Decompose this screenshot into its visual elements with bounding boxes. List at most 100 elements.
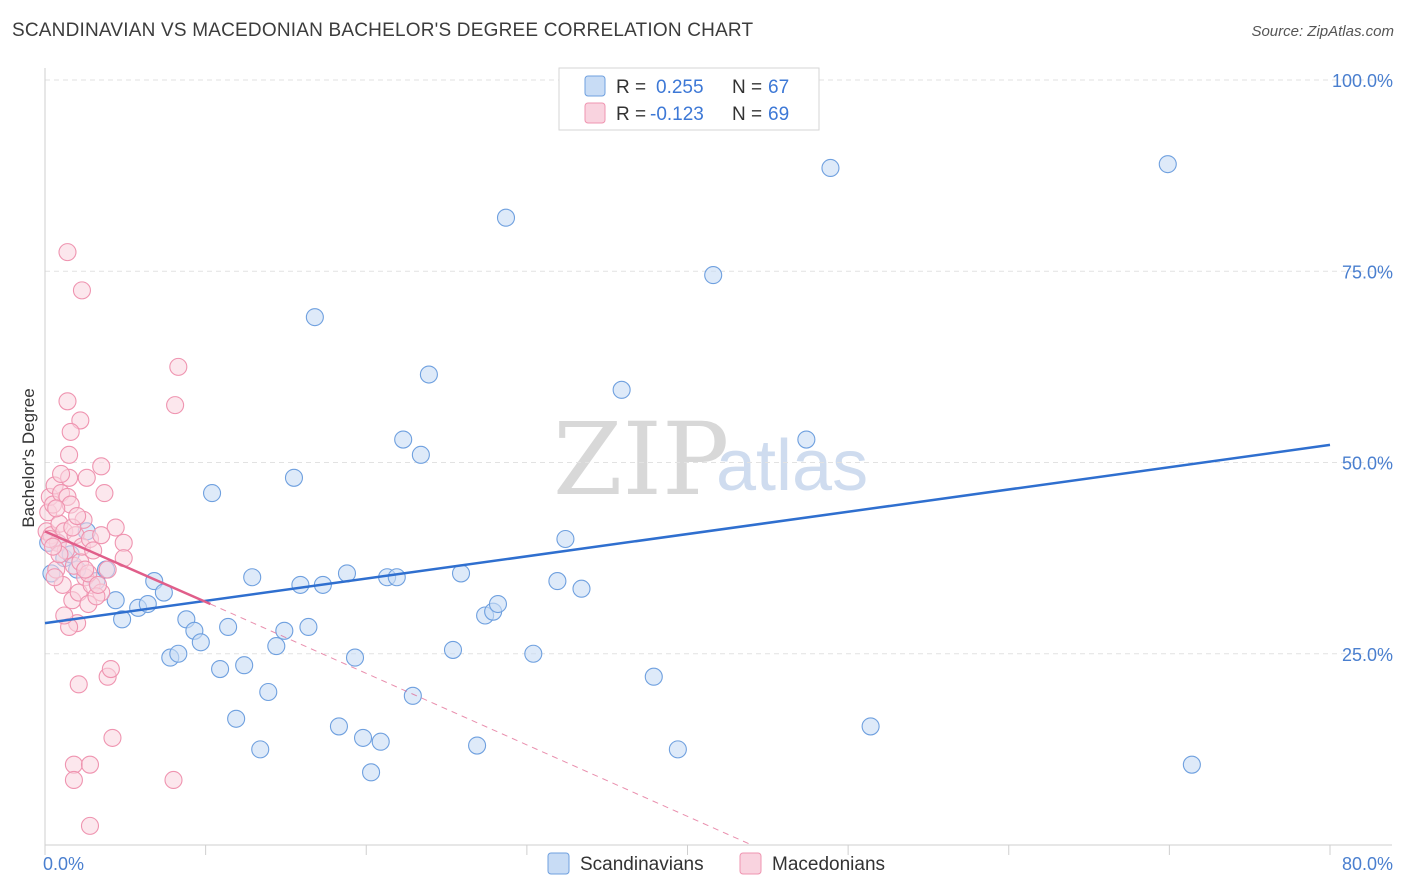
scandinavian-point bbox=[284, 468, 304, 487]
macedonian-point bbox=[61, 422, 80, 441]
scandinavian-point bbox=[468, 736, 487, 755]
watermark-zip: ZIP bbox=[553, 401, 729, 518]
scandinavian-point bbox=[227, 709, 246, 728]
macedonian-point bbox=[95, 484, 114, 503]
scandinavian-point bbox=[612, 380, 631, 399]
scandinavian-point bbox=[219, 617, 238, 637]
y-tick-label: 75.0% bbox=[1342, 262, 1393, 282]
macedonian-point bbox=[76, 560, 95, 579]
chart-source: Source: ZipAtlas.com bbox=[1251, 23, 1394, 40]
trend-lines bbox=[44, 443, 1331, 846]
series-legend-swatch-macedonians bbox=[739, 852, 762, 875]
scandinavian-point bbox=[345, 648, 365, 667]
macedonian-point bbox=[77, 468, 96, 487]
legend-r-value-scandinavians: 0.255 bbox=[656, 77, 704, 98]
scandinavian-point bbox=[235, 656, 254, 675]
macedonian-point bbox=[92, 526, 111, 545]
x-tick-label: 80.0% bbox=[1342, 854, 1393, 874]
trend-line-scandinavians bbox=[44, 443, 1331, 625]
legend-n-label: N = bbox=[732, 77, 762, 98]
legend-r-value-macedonians: -0.123 bbox=[650, 104, 704, 125]
macedonian-point bbox=[80, 816, 100, 835]
scandinavian-point bbox=[419, 365, 438, 384]
legend-n-label: N = bbox=[732, 104, 762, 125]
watermark-atlas: atlas bbox=[716, 426, 868, 506]
legend-n-value-macedonians: 69 bbox=[768, 104, 789, 125]
scandinavian-point bbox=[113, 610, 132, 629]
axes bbox=[44, 68, 1392, 855]
chart-title: SCANDINAVIAN VS MACEDONIAN BACHELOR'S DE… bbox=[12, 20, 754, 41]
scandinavian-point bbox=[251, 740, 270, 759]
scandinavian-point bbox=[1158, 155, 1177, 174]
legend-r-label: R = bbox=[616, 104, 646, 125]
macedonian-point bbox=[47, 499, 66, 518]
scandinavian-point bbox=[704, 266, 723, 285]
scandinavian-point bbox=[329, 717, 348, 736]
macedonian-point bbox=[101, 659, 120, 679]
macedonian-point bbox=[64, 770, 83, 790]
legend-swatch-macedonians bbox=[584, 102, 606, 124]
scandinavian-point bbox=[267, 637, 286, 656]
macedonian-point bbox=[166, 396, 185, 415]
scandinavian-point bbox=[411, 445, 430, 464]
scandinavian-point bbox=[362, 763, 381, 782]
scandinavian-point bbox=[797, 430, 816, 449]
y-tick-label: 25.0% bbox=[1342, 645, 1393, 665]
scandinavian-point bbox=[403, 686, 422, 705]
scandinavian-point bbox=[821, 158, 840, 178]
scandinavian-point bbox=[203, 484, 222, 503]
correlation-legend: R = 0.255 N = 67 R = -0.123 N = 69 bbox=[558, 67, 820, 131]
series-legend-label-macedonians: Macedonians bbox=[772, 854, 885, 875]
scandinavian-point bbox=[548, 572, 567, 591]
series-legend-label-scandinavians: Scandinavians bbox=[580, 854, 704, 875]
macedonian-point bbox=[58, 243, 77, 262]
series-legend: Scandinavians Macedonians bbox=[547, 852, 885, 875]
macedonian-point bbox=[169, 357, 188, 376]
macedonian-point bbox=[106, 518, 125, 537]
scandinavian-point bbox=[668, 740, 687, 759]
scandinavian-point bbox=[556, 529, 575, 549]
scandinavian-point bbox=[496, 208, 516, 227]
macedonian-point bbox=[43, 537, 63, 556]
scandinavian-point bbox=[275, 621, 294, 640]
scandinavian-point bbox=[443, 640, 463, 659]
macedonian-point bbox=[164, 770, 183, 790]
x-tick-label: 0.0% bbox=[43, 854, 84, 874]
trend-line-macedonians bbox=[44, 530, 211, 606]
scandinavian-point bbox=[243, 568, 262, 587]
legend-n-value-scandinavians: 67 bbox=[768, 77, 789, 98]
grid-lines bbox=[45, 79, 1392, 655]
scandinavian-point bbox=[106, 591, 125, 610]
scandinavian-point bbox=[211, 659, 230, 679]
scandinavian-point bbox=[291, 575, 310, 594]
macedonian-point bbox=[45, 568, 64, 587]
macedonian-point bbox=[64, 755, 83, 774]
scandinavian-point bbox=[394, 430, 413, 449]
y-tick-label: 50.0% bbox=[1342, 454, 1393, 474]
watermark: ZIP atlas bbox=[553, 401, 868, 518]
scandinavian-point bbox=[169, 644, 188, 663]
scandinavian-point bbox=[644, 667, 663, 686]
macedonian-point bbox=[52, 464, 71, 484]
scandinavian-point bbox=[191, 633, 210, 652]
scandinavian-point bbox=[488, 594, 508, 614]
macedonian-point bbox=[58, 392, 77, 411]
scandinavian-point bbox=[305, 308, 324, 327]
scandinavian-point bbox=[299, 617, 318, 637]
macedonian-point bbox=[98, 560, 117, 579]
scandinavian-point bbox=[1182, 755, 1201, 774]
scandinavian-point bbox=[259, 682, 278, 702]
y-axis-label: Bachelor's Degree bbox=[19, 388, 38, 527]
macedonian-point bbox=[68, 506, 87, 526]
trend-line-macedonians-extension bbox=[210, 603, 752, 846]
macedonian-point bbox=[80, 755, 100, 774]
macedonian-point bbox=[60, 445, 79, 464]
scandinavian-point bbox=[371, 732, 390, 751]
legend-swatch-scandinavians bbox=[584, 75, 606, 97]
macedonian-point bbox=[92, 457, 111, 476]
macedonian-point bbox=[72, 281, 91, 300]
macedonian-point bbox=[114, 533, 133, 552]
scandinavian-point bbox=[353, 728, 373, 747]
legend-r-label: R = bbox=[616, 77, 646, 98]
scandinavian-point bbox=[861, 717, 880, 736]
